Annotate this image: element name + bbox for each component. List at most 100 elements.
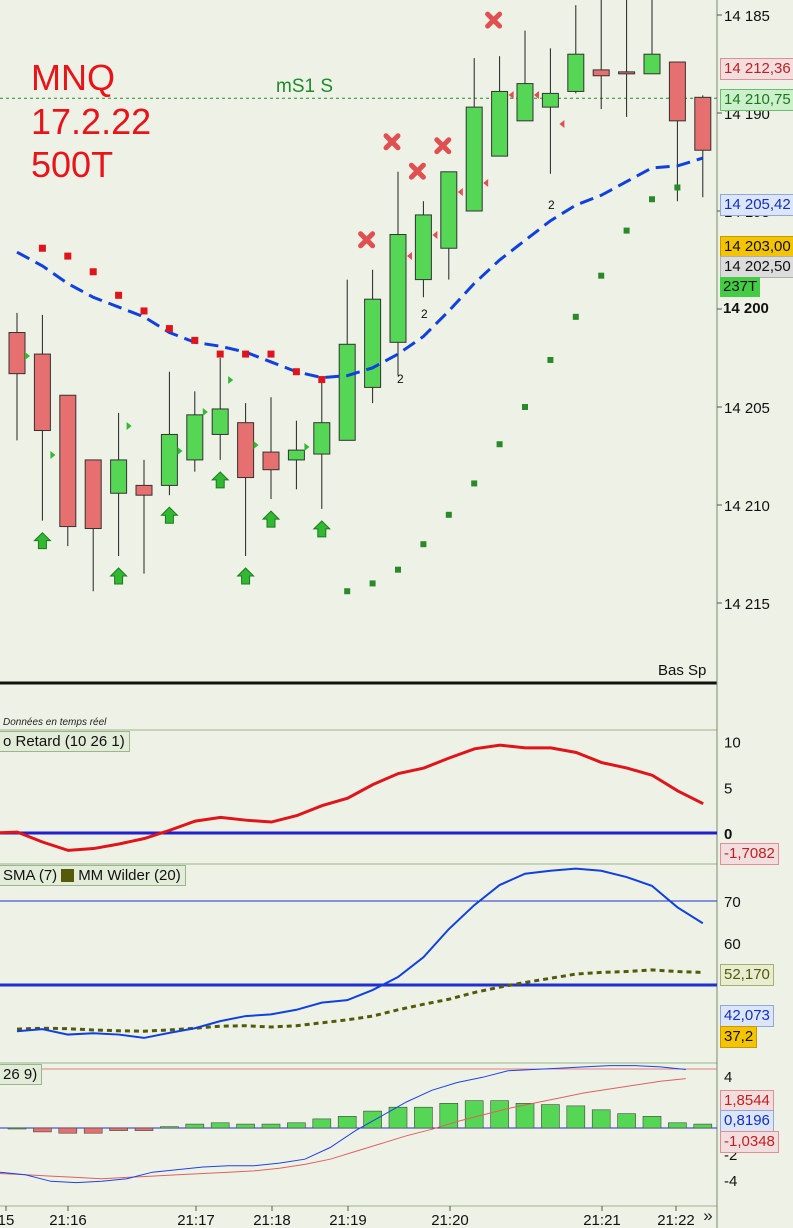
side-marker-icon: [253, 441, 259, 449]
candle-body: [389, 234, 407, 343]
psar-dot: [623, 227, 630, 234]
time-tick-label: 21:20: [431, 1212, 469, 1228]
psar-dot: [191, 336, 199, 344]
current-price-tick: 14 200: [723, 300, 769, 317]
buy-arrow-icon: [261, 510, 281, 528]
pivot-label: mS1 S: [276, 76, 334, 97]
buy-arrow-icon: [160, 506, 179, 524]
candle-body: [110, 459, 128, 494]
price-tick-label: 14 215: [724, 596, 770, 613]
symbol-label: MNQ: [31, 57, 115, 98]
macd-hist-bar: [464, 1100, 484, 1129]
macd-hist-bar: [414, 1106, 433, 1129]
sma-title: SMA (7): [3, 867, 58, 884]
rsi-value-tag: 37,2: [720, 1026, 758, 1048]
macd-hist-bar: [134, 1127, 154, 1131]
sell-cross-icon: [485, 11, 503, 29]
candle-body: [237, 422, 255, 479]
macd-hist-bar: [160, 1126, 179, 1129]
macd-hist-bar: [642, 1116, 662, 1129]
side-marker-icon: [177, 447, 183, 455]
time-tick-label: 21:18: [253, 1212, 291, 1228]
psar-dot: [649, 196, 655, 203]
macd-hist-bar: [439, 1103, 459, 1129]
psar-dot: [496, 441, 503, 448]
osc-tick-label: 0: [724, 826, 732, 843]
bas-sp-label: Bas Sp: [658, 662, 707, 679]
candle-body: [84, 459, 102, 530]
psar-dot: [674, 184, 681, 191]
wilder-value-tag: 52,170: [720, 964, 774, 986]
psar-dot: [267, 350, 275, 358]
sma-line: [16, 156, 704, 380]
macd-hist-bar: [7, 1127, 27, 1130]
price-tag-sma: 14 205,42: [720, 194, 793, 216]
macd-signal-tag: 1,8544: [720, 1090, 774, 1112]
macd-hist-bar: [693, 1123, 713, 1129]
side-marker-icon: [407, 252, 412, 260]
time-tick-label: 21:17: [177, 1212, 215, 1228]
time-tick-label: 21:16: [49, 1212, 87, 1228]
side-marker-icon: [483, 179, 489, 187]
osc-panel-title[interactable]: o Retard (10 26 1): [0, 731, 130, 752]
macd-hist-bar: [287, 1122, 306, 1129]
macd-panel-title[interactable]: 26 9): [0, 1064, 43, 1085]
scroll-right-button[interactable]: »: [703, 1206, 713, 1225]
candle-body: [8, 332, 26, 375]
macd-hist-bar: [617, 1113, 636, 1129]
macd-hist-bar: [83, 1127, 103, 1134]
candle-body: [135, 484, 153, 496]
macd-hist-bar: [337, 1116, 357, 1129]
side-marker-icon: [304, 443, 310, 451]
price-tag-bid: 14 202,50: [720, 256, 793, 278]
side-marker-icon: [457, 188, 463, 196]
candle-body: [211, 408, 229, 435]
macd-hist-tag: -1,0348: [720, 1131, 779, 1153]
macd-hist-bar: [515, 1103, 535, 1129]
psar-dot: [115, 291, 123, 299]
osc-line: [0, 743, 704, 852]
psar-dot: [471, 480, 478, 487]
macd-hist-bar: [261, 1123, 281, 1129]
price-tag-pivot-high: 14 212,36: [720, 58, 793, 80]
macd-hist-bar: [566, 1105, 586, 1129]
candle-body: [618, 71, 636, 75]
sma-value-tag: 42,073: [720, 1005, 774, 1027]
candle-body: [338, 343, 356, 441]
macd-line: [0, 1065, 686, 1184]
macd-hist-bar: [312, 1118, 332, 1129]
side-marker-icon: [559, 120, 565, 128]
psar-dot: [522, 404, 528, 410]
candle-body: [668, 61, 686, 122]
wilder-swatch: [61, 869, 75, 882]
psar-dot: [38, 244, 46, 252]
rsi-panel-title[interactable]: SMA (7) MM Wilder (20): [0, 865, 186, 886]
sell-cross-icon: [383, 133, 401, 151]
macd-hist-bar: [185, 1123, 205, 1129]
macd-hist-bar: [363, 1110, 382, 1129]
sell-cross-icon: [358, 231, 376, 249]
psar-dot: [292, 368, 300, 376]
wilder-line: [16, 968, 703, 1033]
psar-dot: [572, 313, 579, 320]
psar-dot: [598, 272, 605, 279]
candle-body: [262, 451, 280, 471]
side-marker-icon: [534, 91, 539, 99]
psar-dot: [140, 307, 148, 315]
buy-arrow-icon: [210, 471, 230, 489]
psar-dot: [89, 268, 97, 276]
candle-body: [440, 171, 458, 249]
osc-value-tag: -1,7082: [720, 843, 779, 865]
psar-dot: [369, 580, 376, 587]
candle-body: [592, 69, 610, 77]
volume-tag: 237T: [720, 277, 761, 297]
bar-volume-label: 500T: [31, 144, 114, 185]
psar-dot: [318, 376, 326, 384]
macd-hist-bar: [210, 1122, 230, 1129]
rsi-tick-label: 60: [724, 936, 741, 953]
macd-tick-label: 4: [724, 1069, 732, 1086]
psar-dot: [445, 511, 452, 518]
signal-count-label: 2: [397, 372, 404, 386]
psar-dot: [242, 350, 250, 358]
